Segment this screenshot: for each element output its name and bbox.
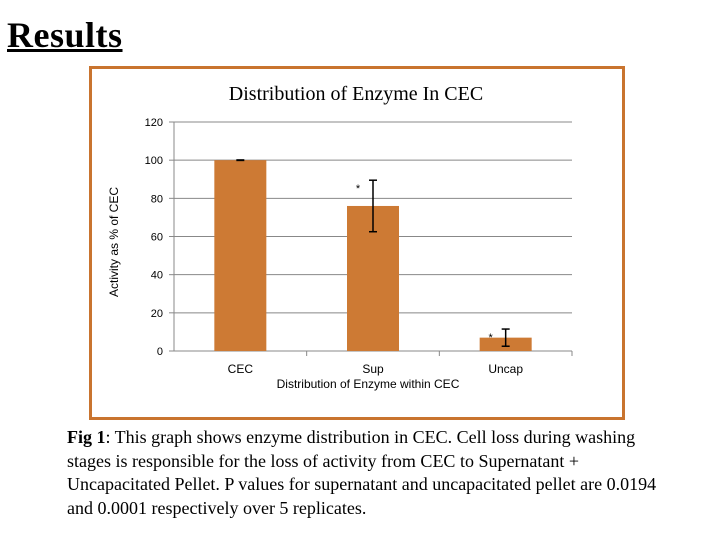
x-tick-label: Uncap	[488, 362, 523, 376]
chart-title: Distribution of Enzyme In CEC	[229, 83, 483, 105]
slide-title: Results	[7, 15, 123, 55]
tick-labels: 0 20 40 60 80 100 120 CEC * Sup * Uncap	[145, 117, 524, 376]
caption-text: : This graph shows enzyme distribution i…	[67, 427, 657, 518]
y-tick-label: 100	[145, 155, 163, 167]
bars	[214, 159, 532, 351]
x-axis-label: Distribution of Enzyme within CEC	[277, 377, 460, 391]
significance-marker: *	[489, 332, 494, 344]
x-tick-label: CEC	[228, 362, 254, 376]
bar	[214, 160, 267, 351]
figure-caption: Fig 1: This graph shows enzyme distribut…	[67, 426, 667, 520]
y-tick-label: 40	[151, 270, 163, 282]
x-tick-label: Sup	[362, 362, 384, 376]
y-tick-label: 60	[151, 232, 163, 244]
bar-chart: Distribution of Enzyme In CEC Activity a…	[107, 83, 573, 391]
y-tick-label: 80	[151, 193, 163, 205]
y-axis-label: Activity as % of CEC	[107, 187, 121, 297]
y-tick-label: 20	[151, 308, 163, 320]
caption-label: Fig 1	[67, 427, 106, 447]
y-tick-label: 0	[157, 346, 163, 358]
y-tick-label: 120	[145, 117, 163, 129]
chart-frame: Distribution of Enzyme In CEC Activity a…	[89, 66, 625, 420]
significance-marker: *	[356, 183, 361, 195]
